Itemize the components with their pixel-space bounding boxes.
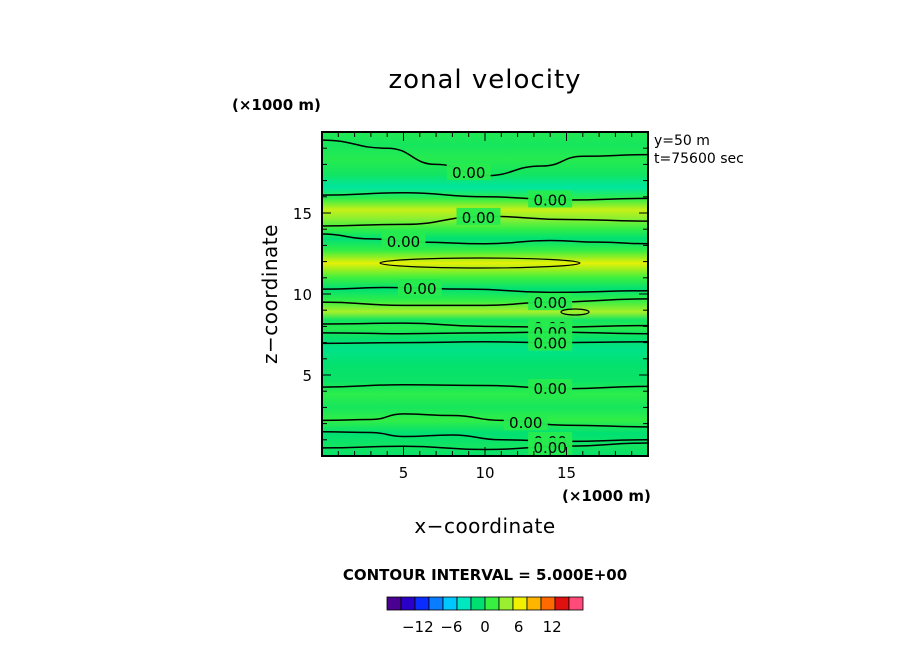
- contour-line: [322, 331, 648, 335]
- colorbar-swatch: [414, 596, 430, 611]
- colorbar-swatch: [512, 596, 528, 611]
- contour-label: 0.00: [403, 280, 436, 298]
- contour-line: [322, 286, 648, 294]
- contour-label: 0.00: [452, 164, 485, 182]
- contour-label-bg: [528, 333, 573, 351]
- colorbar-tick-label: −12: [402, 618, 434, 636]
- contour-label: 0.00: [533, 191, 566, 209]
- contour-line: [322, 341, 648, 345]
- colorbar: −12 −6 0 6 12: [386, 596, 584, 636]
- contour-lines: 0.00 0.00 0.00 0.00 0.00 0.00 0.00 0.00 0.00 0.00…: [322, 139, 648, 457]
- contour-label: 0.00: [509, 414, 542, 432]
- colorbar-swatch: [554, 596, 570, 611]
- contour-closed-loop-upper: [379, 257, 581, 269]
- y-tick-label: 5: [302, 367, 312, 385]
- contour-label-bg: [456, 207, 501, 225]
- x-tick-label: 5: [399, 464, 409, 482]
- y-axis-unit: (×1000 m): [232, 96, 321, 114]
- colorbar-swatch: [442, 596, 458, 611]
- chart-title: zonal velocity: [388, 65, 581, 95]
- y-tick-label: 15: [293, 205, 312, 223]
- colorbar-swatch: [386, 596, 402, 611]
- time-annotation: t=75600 sec: [654, 151, 744, 167]
- contour-label-bg: [528, 437, 573, 455]
- colorbar-tick-label: −6: [440, 618, 462, 636]
- colorbar-swatch: [568, 596, 584, 611]
- contour-closed-loop: [560, 308, 590, 316]
- colorbar-swatch: [484, 596, 500, 611]
- colorbar-swatch: [470, 596, 486, 611]
- contour-label-bg: [528, 190, 573, 208]
- contour-label-bg: [397, 279, 442, 297]
- contour-line: [322, 191, 648, 201]
- y-position-annotation: y=50 m: [654, 133, 710, 149]
- contour-label: 0.00: [533, 335, 566, 353]
- contour-label-bg: [381, 232, 426, 250]
- x-tick-label: 15: [557, 464, 576, 482]
- contour-label: 0.00: [387, 233, 420, 251]
- contour-line: [322, 233, 648, 245]
- x-axis-unit: (×1000 m): [562, 487, 651, 505]
- contour-line: [322, 322, 648, 328]
- contour-line: [322, 298, 648, 307]
- colorbar-swatch: [498, 596, 514, 611]
- colorbar-swatch: [526, 596, 542, 611]
- colorbar-swatch: [540, 596, 556, 611]
- contour-label: 0.00: [533, 439, 566, 457]
- contour-label: 0.00: [533, 294, 566, 312]
- axis-ticks: 5 10 15 5 10 15: [293, 132, 648, 482]
- colorbar-tick-label: 12: [543, 618, 562, 636]
- x-tick-label: 10: [475, 464, 494, 482]
- colorbar-tick-label: 0: [480, 618, 490, 636]
- contour-label: 0.00: [533, 380, 566, 398]
- contour-interval-label: CONTOUR INTERVAL = 5.000E+00: [343, 566, 627, 584]
- x-axis-label: x−coordinate: [414, 514, 555, 538]
- velocity-field: [322, 132, 648, 456]
- y-tick-label: 10: [293, 286, 312, 304]
- y-axis-label: z−coordinate: [258, 224, 282, 364]
- colorbar-tick-label: 6: [514, 618, 524, 636]
- contour-label-bg: [503, 413, 548, 431]
- contour-label-bg: [446, 162, 491, 180]
- plot-area: 0.00 0.00 0.00 0.00 0.00 0.00 0.00 0.00 0.00 0.00…: [321, 131, 649, 457]
- colorbar-swatch: [428, 596, 444, 611]
- contour-line: [322, 383, 648, 390]
- contour-label-bg: [528, 293, 573, 311]
- colorbar-swatch: [456, 596, 472, 611]
- contour-line: [322, 413, 648, 428]
- contour-label: 0.00: [462, 209, 495, 227]
- colorbar-swatch: [400, 596, 416, 611]
- contour-label-bg: [528, 379, 573, 397]
